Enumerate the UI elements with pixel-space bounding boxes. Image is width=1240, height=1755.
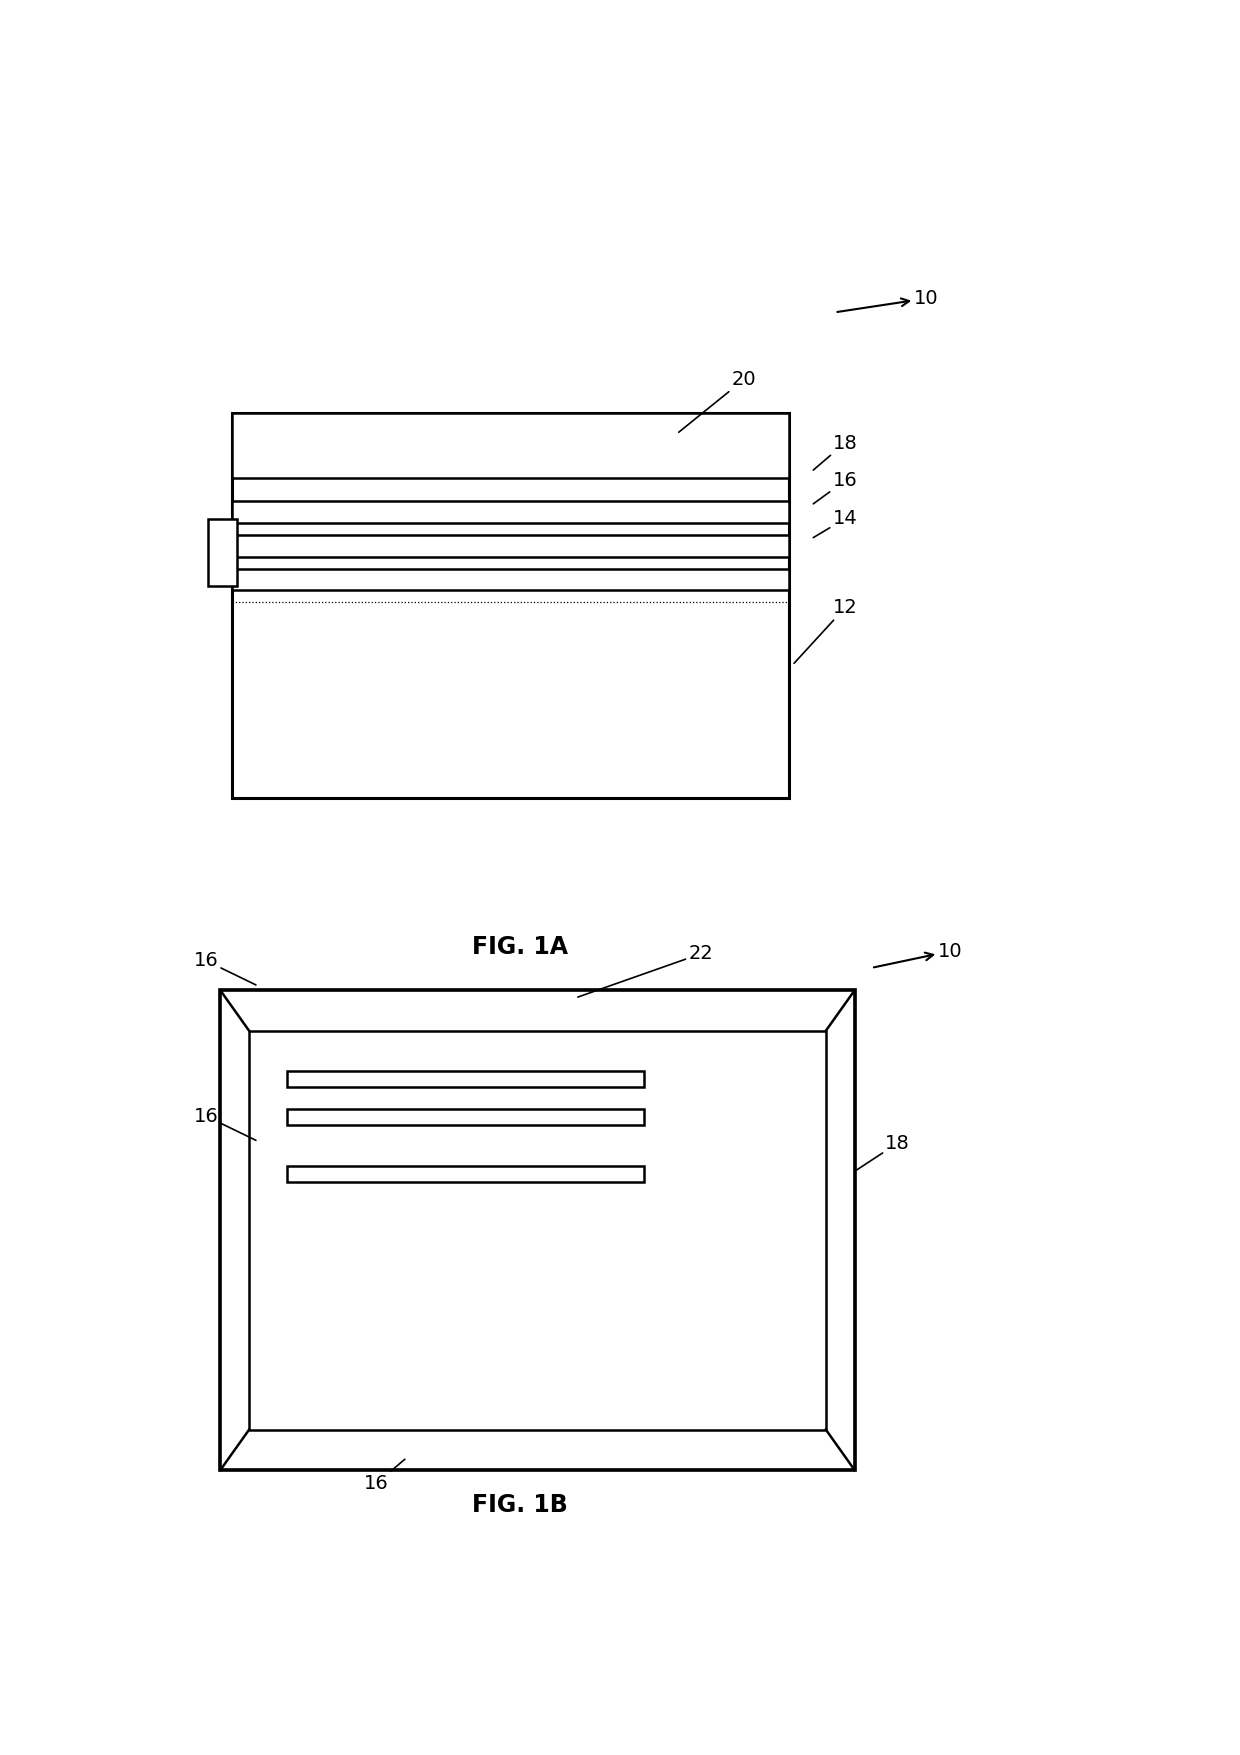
Text: 16: 16 [193,1106,255,1141]
Text: 18: 18 [857,1134,910,1171]
Bar [232,535,789,556]
Text: 10: 10 [837,290,939,312]
Text: 16: 16 [813,472,857,504]
Bar [286,1071,644,1086]
Text: 14: 14 [813,509,857,537]
Text: 18: 18 [813,433,857,470]
Bar [232,502,789,523]
Bar [286,1167,644,1183]
Text: 12: 12 [794,598,857,663]
Text: FIG. 1B: FIG. 1B [472,1494,568,1516]
Bar [232,414,789,799]
Bar [208,519,237,586]
Text: FIG. 1A: FIG. 1A [472,935,568,958]
Bar [249,1030,826,1430]
Bar [232,569,789,590]
Text: 22: 22 [578,944,713,997]
Bar [286,1109,644,1125]
Text: 10: 10 [874,942,962,967]
Text: 16: 16 [193,951,255,985]
Text: 20: 20 [678,370,756,432]
Bar [221,990,854,1471]
Text: 16: 16 [363,1458,404,1494]
Bar [232,414,789,477]
